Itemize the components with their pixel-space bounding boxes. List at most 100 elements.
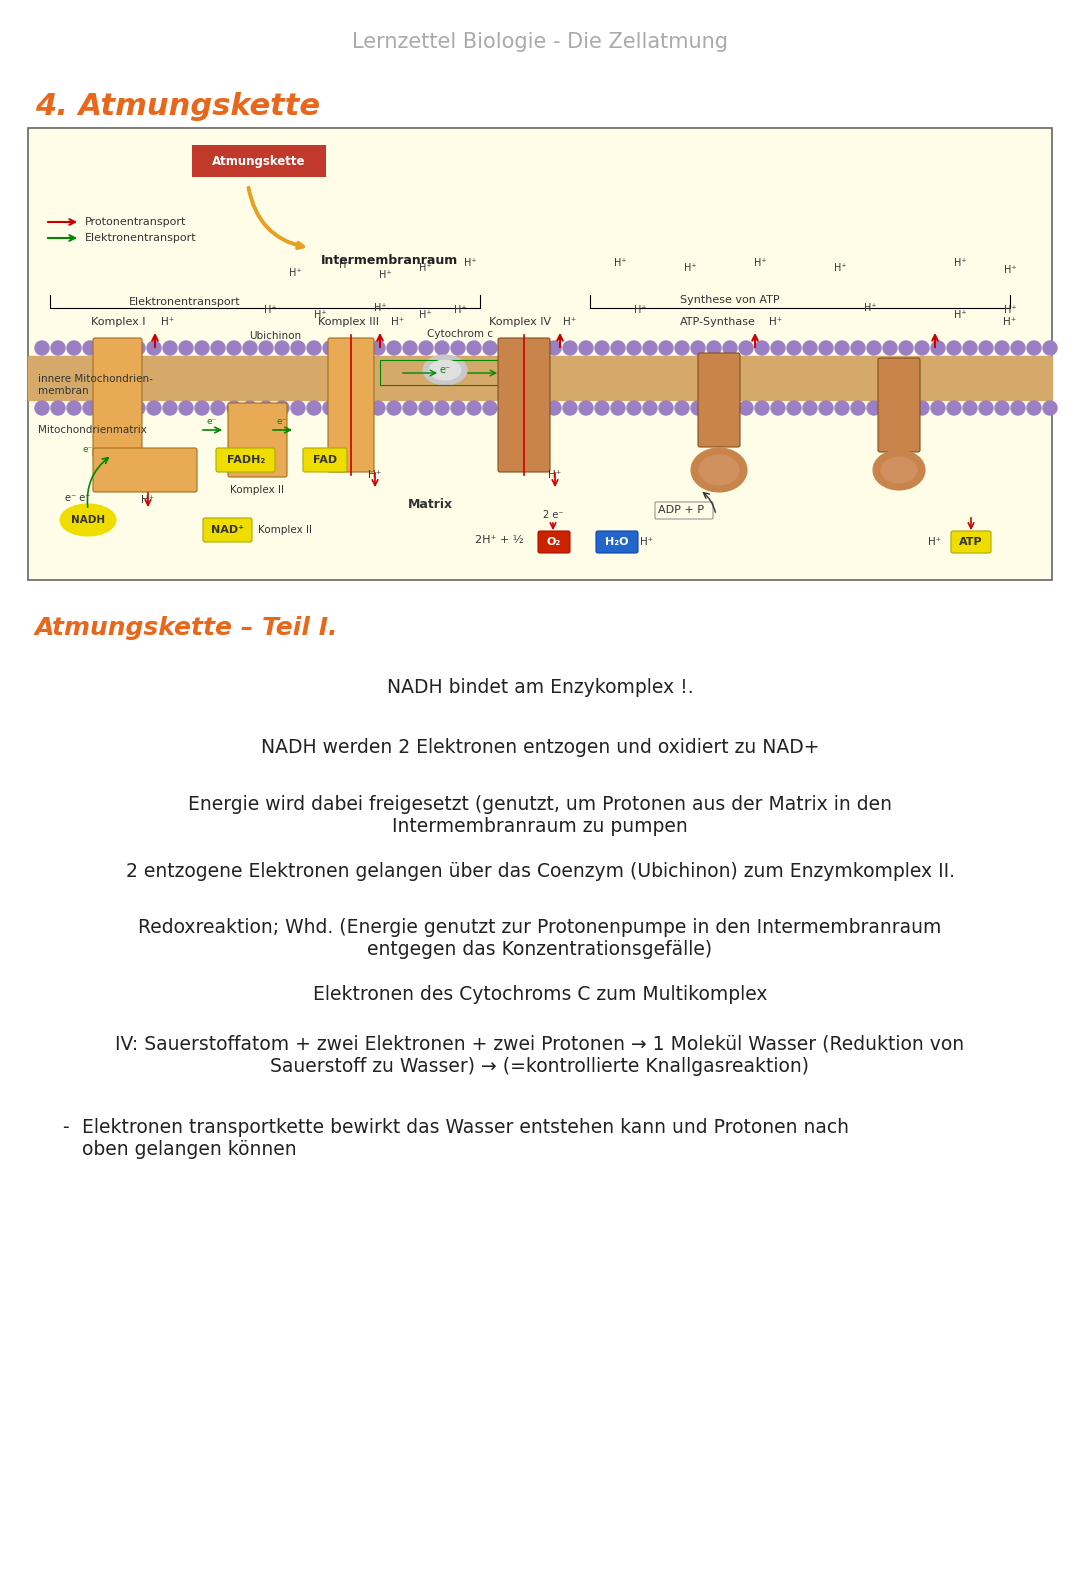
Circle shape xyxy=(259,402,273,414)
Text: 2 entzogene Elektronen gelangen über das Coenzym (Ubichinon) zum Enzymkomplex II: 2 entzogene Elektronen gelangen über das… xyxy=(125,862,955,881)
Circle shape xyxy=(451,341,465,355)
Circle shape xyxy=(995,402,1009,414)
Circle shape xyxy=(499,402,513,414)
Circle shape xyxy=(531,341,545,355)
Circle shape xyxy=(483,402,497,414)
Circle shape xyxy=(291,341,305,355)
Circle shape xyxy=(419,341,433,355)
Text: Ubichinon: Ubichinon xyxy=(248,332,301,341)
Circle shape xyxy=(83,402,97,414)
Text: H⁺: H⁺ xyxy=(634,305,646,314)
Circle shape xyxy=(323,341,337,355)
Circle shape xyxy=(131,402,145,414)
Text: FAD: FAD xyxy=(313,455,337,465)
Circle shape xyxy=(163,341,177,355)
Circle shape xyxy=(883,402,897,414)
FancyBboxPatch shape xyxy=(498,338,550,471)
Circle shape xyxy=(804,341,816,355)
Circle shape xyxy=(51,402,65,414)
Circle shape xyxy=(35,341,49,355)
Ellipse shape xyxy=(60,505,116,536)
FancyBboxPatch shape xyxy=(192,144,326,178)
Text: Protonentransport: Protonentransport xyxy=(85,217,187,227)
Circle shape xyxy=(739,341,753,355)
Circle shape xyxy=(867,341,881,355)
FancyBboxPatch shape xyxy=(303,448,347,471)
Text: H⁺: H⁺ xyxy=(1003,265,1016,275)
Circle shape xyxy=(611,341,625,355)
Text: Energie wird dabei freigesetzt (genutzt, um Protonen aus der Matrix in den
Inter: Energie wird dabei freigesetzt (genutzt,… xyxy=(188,795,892,836)
Circle shape xyxy=(259,341,273,355)
Circle shape xyxy=(114,341,129,355)
FancyBboxPatch shape xyxy=(216,448,275,471)
Circle shape xyxy=(372,341,384,355)
Circle shape xyxy=(131,341,145,355)
Text: e⁻: e⁻ xyxy=(440,365,450,375)
Circle shape xyxy=(403,341,417,355)
Circle shape xyxy=(595,402,609,414)
Circle shape xyxy=(978,341,993,355)
Circle shape xyxy=(515,341,529,355)
FancyBboxPatch shape xyxy=(203,517,252,543)
Text: H⁺: H⁺ xyxy=(454,305,467,314)
Circle shape xyxy=(195,341,210,355)
Circle shape xyxy=(1027,341,1041,355)
Text: Intermembranraum: Intermembranraum xyxy=(322,254,459,267)
Text: H⁺: H⁺ xyxy=(834,263,847,273)
Circle shape xyxy=(1011,341,1025,355)
Circle shape xyxy=(179,402,193,414)
Text: Komplex I: Komplex I xyxy=(91,317,145,327)
Text: H⁺: H⁺ xyxy=(1003,317,1016,327)
Circle shape xyxy=(307,402,321,414)
Text: H⁺: H⁺ xyxy=(864,303,876,313)
Circle shape xyxy=(451,402,465,414)
Circle shape xyxy=(915,341,929,355)
FancyBboxPatch shape xyxy=(538,532,570,552)
Text: Redoxreaktion; Whd. (Energie genutzt zur Protonenpumpe in den Intermembranraum
e: Redoxreaktion; Whd. (Energie genutzt zur… xyxy=(138,917,942,959)
Circle shape xyxy=(707,402,721,414)
Circle shape xyxy=(114,402,129,414)
Circle shape xyxy=(291,402,305,414)
Circle shape xyxy=(963,341,977,355)
Bar xyxy=(28,355,1052,400)
FancyBboxPatch shape xyxy=(28,129,1052,579)
Text: H⁺: H⁺ xyxy=(929,536,942,548)
FancyBboxPatch shape xyxy=(93,448,197,492)
Text: H⁺: H⁺ xyxy=(288,268,301,278)
Text: H⁺: H⁺ xyxy=(613,259,626,268)
Circle shape xyxy=(387,341,401,355)
Circle shape xyxy=(355,402,369,414)
Circle shape xyxy=(739,402,753,414)
Text: ATP: ATP xyxy=(959,536,983,548)
Circle shape xyxy=(563,402,577,414)
Circle shape xyxy=(243,402,257,414)
Circle shape xyxy=(99,341,113,355)
Text: H⁺: H⁺ xyxy=(1003,305,1016,314)
Circle shape xyxy=(579,402,593,414)
Circle shape xyxy=(435,402,449,414)
Circle shape xyxy=(546,402,561,414)
Text: H⁺: H⁺ xyxy=(684,263,697,273)
Circle shape xyxy=(883,341,897,355)
Circle shape xyxy=(435,341,449,355)
Text: 2 e⁻: 2 e⁻ xyxy=(543,509,564,521)
Circle shape xyxy=(611,402,625,414)
Text: H⁺: H⁺ xyxy=(391,317,405,327)
Circle shape xyxy=(963,402,977,414)
Text: H⁺: H⁺ xyxy=(161,317,175,327)
Text: H⁺: H⁺ xyxy=(549,470,562,479)
Circle shape xyxy=(35,402,49,414)
Circle shape xyxy=(819,341,833,355)
Circle shape xyxy=(499,341,513,355)
Circle shape xyxy=(67,402,81,414)
Text: Komplex II: Komplex II xyxy=(258,525,312,535)
Circle shape xyxy=(179,341,193,355)
Text: H⁺: H⁺ xyxy=(954,309,967,321)
Text: NADH werden 2 Elektronen entzogen und oxidiert zu NAD+: NADH werden 2 Elektronen entzogen und ox… xyxy=(260,738,820,757)
Ellipse shape xyxy=(873,451,924,490)
Circle shape xyxy=(899,402,913,414)
Circle shape xyxy=(147,402,161,414)
Text: NADH: NADH xyxy=(71,516,105,525)
Circle shape xyxy=(627,341,642,355)
Text: -: - xyxy=(62,1117,69,1136)
